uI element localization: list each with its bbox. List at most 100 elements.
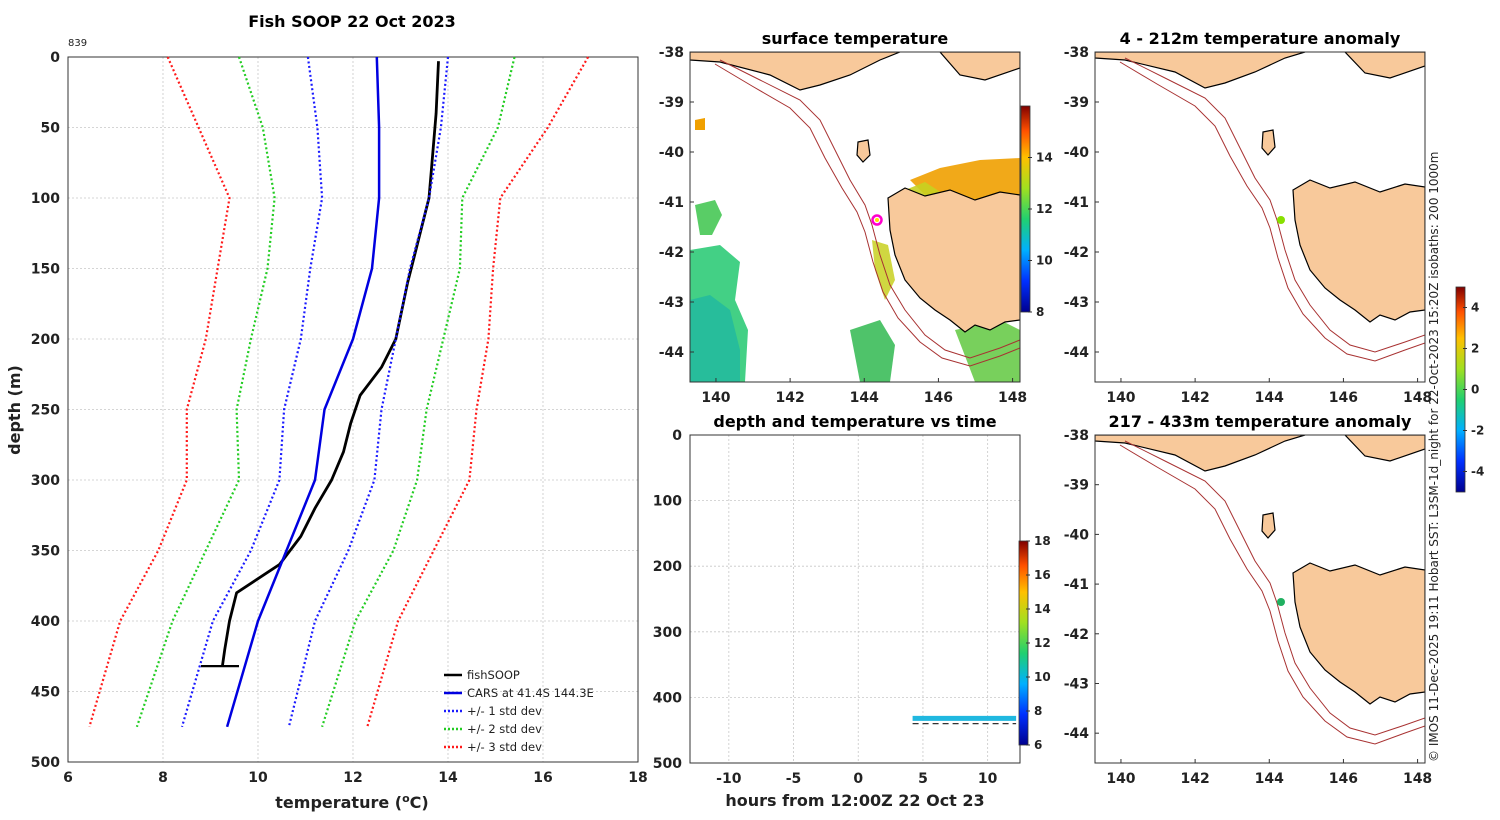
anom2-ytick-label: -44 [1064,726,1090,742]
profile-id-label: 839 [68,38,87,49]
legend-std2: +/- 2 std dev [467,722,542,736]
anomaly-colorbar-tick-label: 2 [1471,342,1479,356]
sst-colorbar-tick-label: 10 [1036,254,1053,268]
profile-xtick-label: 16 [533,770,552,786]
profile-xlabel-sup: o [402,792,410,805]
profile-series--2-std-dev [321,56,516,728]
time-colorbar-tick-label: 16 [1034,568,1051,582]
anom2-title: 217 - 433m temperature anomaly [1109,412,1412,431]
time-xtick-label: 10 [978,771,998,787]
profile-series--1-std-dev [287,56,450,728]
sst-location-marker-center [875,218,879,222]
anom1-ticks: 140 142 144 146 148 -38 -39 -40 -41 -42 -43 -44 [1064,45,1432,406]
anom2-land-mainland-west [1095,435,1306,472]
sst-ytick-label: -40 [659,145,685,161]
time-colorbar-tick-label: 18 [1034,534,1051,548]
time-ytick-label: 200 [653,559,682,575]
profile-panel: Fish SOOP 22 Oct 2023 839 6 8 10 12 14 16 18 0… [5,12,648,812]
anomaly-colorbar-tick-label: -2 [1471,424,1484,438]
time-panel: depth and temperature vs time -10 -5 0 5 100… [653,412,1051,810]
anom1-title: 4 - 212m temperature anomaly [1120,29,1401,48]
time-colorbar-ticks: 6 8 10 12 14 16 18 [1026,534,1051,752]
time-colorbar-tick-label: 14 [1034,602,1051,616]
sst-patch-west-cool [690,295,740,382]
legend-std3: +/- 3 std dev [467,740,542,754]
anom1-ytick-label: -42 [1064,245,1089,261]
anom1-xtick-label: 142 [1180,390,1209,406]
anom1-ytick-label: -44 [1064,345,1090,361]
sst-ytick-label: -41 [659,195,684,211]
anom2-ytick-label: -38 [1064,428,1089,444]
sst-land-king-island [856,139,871,163]
profile-xtick-label: 12 [343,770,362,786]
anom1-land-mainland-west [1095,52,1306,89]
profile-ytick-label: 350 [31,544,60,560]
legend-cars: CARS at 41.4S 144.3E [467,686,594,700]
time-marks [910,435,1017,725]
anom1-ytick-label: -40 [1064,145,1090,161]
anomaly-colorbar-ticks: 4 2 0 -2 -4 [1463,301,1484,479]
sst-land-mainland-east [939,52,1020,81]
profile-grid [67,56,639,763]
profile-ytick-label: 400 [31,614,60,630]
time-ytick-label: 100 [653,494,682,510]
profile-legend: fishSOOP CARS at 41.4S 144.3E +/- 1 std … [444,668,594,754]
sst-ticks: 140 142 144 146 148 -38 -39 -40 -41 -42 -43 -44 [659,45,1027,406]
profile-xlabel-tail: C) [410,793,429,812]
profile-yticks: 0 50 100 150 200 250 300 350 400 450 500 [31,50,60,771]
profile-ytick-label: 50 [41,121,61,137]
anom1-land-tasmania [1292,179,1425,323]
anom2-ytick-label: -42 [1064,627,1089,643]
anomaly-colorbar-tick-label: 4 [1471,301,1479,315]
anom2-xtick-label: 144 [1255,771,1284,787]
anom1-xtick-label: 144 [1255,390,1284,406]
profile-ytick-label: 450 [31,685,60,701]
sst-colorbar-tick-label: 8 [1036,305,1044,319]
sst-ytick-label: -43 [659,295,684,311]
time-xtick-label: -5 [786,771,802,787]
sst-colorbar-tick-label: 14 [1036,151,1053,165]
time-xtick-label: -10 [716,771,742,787]
sst-patch-south-east [955,320,1020,382]
time-colorbar-tick-label: 6 [1034,738,1042,752]
anom1-ytick-label: -41 [1064,195,1089,211]
anom1-isobath-1000 [1119,61,1425,362]
anomaly-colorbar-tick-label: 0 [1471,383,1479,397]
anomaly-map-deep: 217 - 433m temperature anomaly 140 142 144… [1064,412,1432,787]
profile-ytick-label: 250 [31,403,60,419]
time-xlabel: hours from 12:00Z 22 Oct 23 [725,791,984,810]
anom2-xtick-label: 146 [1329,771,1358,787]
profile-ylabel: depth (m) [5,365,24,455]
anom2-isobath-1000 [1119,444,1425,745]
profile-xtick-label: 18 [628,770,647,786]
time-grid [690,434,1020,764]
anomaly-colorbar-tick-label: -4 [1471,465,1484,479]
anom2-location-marker [1277,598,1285,606]
sst-ytick-label: -38 [659,45,684,61]
profile-series--3-std-dev [366,56,590,728]
profile-series--2-std-dev [135,56,276,728]
profile-series-group [88,56,590,728]
profile-series--1-std-dev [180,56,324,728]
profile-series-cars-at-41-4s-144-3e [225,56,381,728]
time-xtick-label: 0 [853,771,863,787]
anom2-ytick-label: -39 [1064,478,1089,494]
profile-xtick-label: 14 [438,770,458,786]
profile-series-fishsoop [221,61,440,667]
anom2-ytick-label: -43 [1064,676,1089,692]
profile-xtick-label: 10 [248,770,268,786]
sst-xtick-label: 140 [701,390,730,406]
sst-title: surface temperature [762,29,949,48]
profile-xtick-label: 8 [158,770,168,786]
legend-std1: +/- 1 std dev [467,704,542,718]
profile-ytick-label: 500 [31,755,60,771]
profile-series--3-std-dev [88,56,231,728]
anom1-ytick-label: -43 [1064,295,1089,311]
profile-xlabel: temperature (oC) [275,792,428,812]
anom2-axes-frame [1094,434,1426,764]
anom2-ytick-label: -40 [1064,527,1090,543]
sst-ytick-label: -39 [659,95,684,111]
sst-xtick-label: 144 [850,390,879,406]
sst-colorbar-ticks: 8 10 12 14 [1028,151,1053,319]
